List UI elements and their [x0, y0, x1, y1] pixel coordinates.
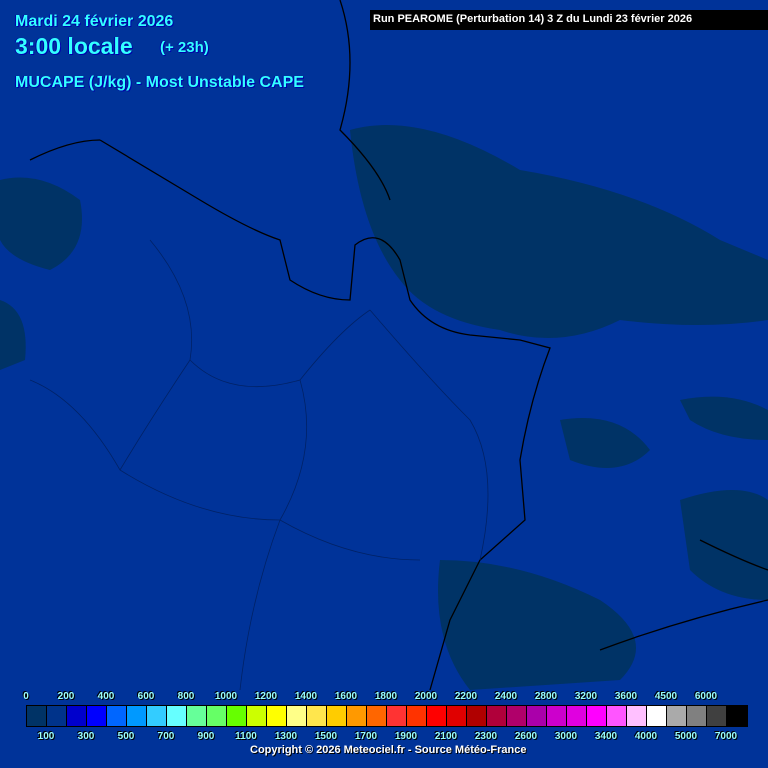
legend-swatch [467, 706, 487, 726]
legend-swatch [327, 706, 347, 726]
legend-swatch [507, 706, 527, 726]
legend-swatch [87, 706, 107, 726]
legend-label: 1500 [314, 731, 338, 742]
legend-swatch [587, 706, 607, 726]
legend-swatch [367, 706, 387, 726]
legend-label: 1100 [235, 731, 257, 742]
legend-label: 5000 [674, 731, 698, 742]
low-cape-areas [0, 125, 768, 690]
legend-swatch [307, 706, 327, 726]
legend-swatch [527, 706, 547, 726]
color-legend [26, 705, 748, 727]
legend-swatch [47, 706, 67, 726]
legend-label: 4500 [654, 691, 678, 702]
legend-label: 1700 [354, 731, 378, 742]
legend-label: 2200 [454, 691, 478, 702]
legend-label: 2600 [514, 731, 538, 742]
legend-label: 3000 [554, 731, 578, 742]
legend-swatch [27, 706, 47, 726]
legend-label: 1200 [254, 691, 278, 702]
legend-label: 1900 [394, 731, 418, 742]
legend-label: 6000 [694, 691, 718, 702]
legend-swatch [347, 706, 367, 726]
legend-label: 3600 [614, 691, 638, 702]
run-info: Run PEAROME (Perturbation 14) 3 Z du Lun… [370, 10, 768, 30]
legend-swatch [427, 706, 447, 726]
legend-swatch [407, 706, 427, 726]
legend-label: 2000 [414, 691, 438, 702]
legend-label: 2100 [434, 731, 458, 742]
legend-swatch [227, 706, 247, 726]
legend-swatch [687, 706, 707, 726]
legend-label: 2300 [474, 731, 498, 742]
forecast-offset: (+ 23h) [160, 39, 209, 56]
legend-label: 500 [117, 731, 135, 742]
legend-label: 900 [197, 731, 215, 742]
legend-label: 600 [137, 691, 155, 702]
legend-swatch [387, 706, 407, 726]
legend-swatch [667, 706, 687, 726]
legend-swatch [627, 706, 647, 726]
legend-label: 1400 [294, 691, 318, 702]
legend-label: 700 [157, 731, 175, 742]
forecast-date: Mardi 24 février 2026 [15, 13, 174, 30]
country-borders [29, 0, 768, 691]
legend-label: 1600 [334, 691, 358, 702]
legend-swatch [167, 706, 187, 726]
region-borders [29, 239, 489, 691]
legend-label: 3200 [574, 691, 598, 702]
legend-swatch [187, 706, 207, 726]
legend-swatch [487, 706, 507, 726]
forecast-time: 3:00 locale [15, 33, 133, 59]
legend-label: 3400 [594, 731, 618, 742]
legend-swatch [707, 706, 727, 726]
legend-swatch [267, 706, 287, 726]
legend-swatch [127, 706, 147, 726]
legend-label: 4000 [634, 731, 658, 742]
legend-swatch [547, 706, 567, 726]
legend-swatch [287, 706, 307, 726]
legend-swatch [247, 706, 267, 726]
legend-label: 1000 [214, 691, 238, 702]
legend-label: 1800 [374, 691, 398, 702]
legend-label: 300 [77, 731, 95, 742]
legend-swatch [147, 706, 167, 726]
legend-label: 2400 [494, 691, 518, 702]
legend-swatch [107, 706, 127, 726]
legend-label: 400 [97, 691, 115, 702]
legend-label: 200 [57, 691, 75, 702]
copyright: Copyright © 2026 Meteociel.fr - Source M… [250, 744, 527, 756]
legend-swatch [607, 706, 627, 726]
legend-swatch [207, 706, 227, 726]
legend-label: 1300 [274, 731, 298, 742]
legend-swatch [727, 706, 747, 726]
legend-swatch [67, 706, 87, 726]
legend-swatch [647, 706, 667, 726]
legend-label: 100 [37, 731, 55, 742]
legend-label: 0 [23, 691, 29, 702]
legend-label: 2800 [534, 691, 558, 702]
legend-swatch [447, 706, 467, 726]
legend-label: 800 [177, 691, 195, 702]
parameter-title: MUCAPE (J/kg) - Most Unstable CAPE [15, 74, 304, 91]
legend-label: 7000 [714, 731, 738, 742]
legend-swatch [567, 706, 587, 726]
